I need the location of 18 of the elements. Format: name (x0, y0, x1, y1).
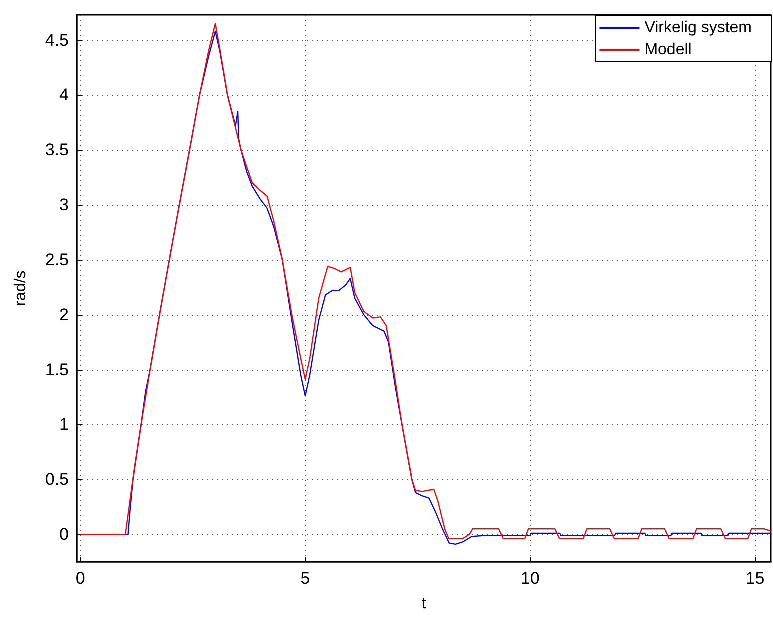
y-tick-label: 3.5 (45, 140, 69, 160)
y-tick-label: 1.5 (45, 360, 69, 380)
x-tick-label: 5 (300, 569, 310, 588)
y-tick-label: 2.5 (45, 250, 69, 270)
legend-label: Virkelig system (644, 20, 752, 36)
y-tick-label: 0.5 (45, 470, 69, 490)
x-axis-title: t (422, 596, 427, 612)
y-axis-title: rad/s (12, 270, 30, 306)
legend-label: Modell (644, 42, 692, 58)
y-tick-label: 1 (60, 415, 69, 434)
x-tick-label: 15 (746, 569, 765, 588)
y-tick-label: 4.5 (45, 30, 69, 50)
x-tick-label: 10 (520, 569, 540, 588)
y-tick-label: 2 (60, 305, 69, 324)
y-tick-label: 3 (60, 196, 69, 215)
y-tick-label: 0 (60, 525, 69, 544)
x-tick-label: 0 (76, 569, 86, 588)
y-tick-label: 4 (60, 86, 69, 105)
